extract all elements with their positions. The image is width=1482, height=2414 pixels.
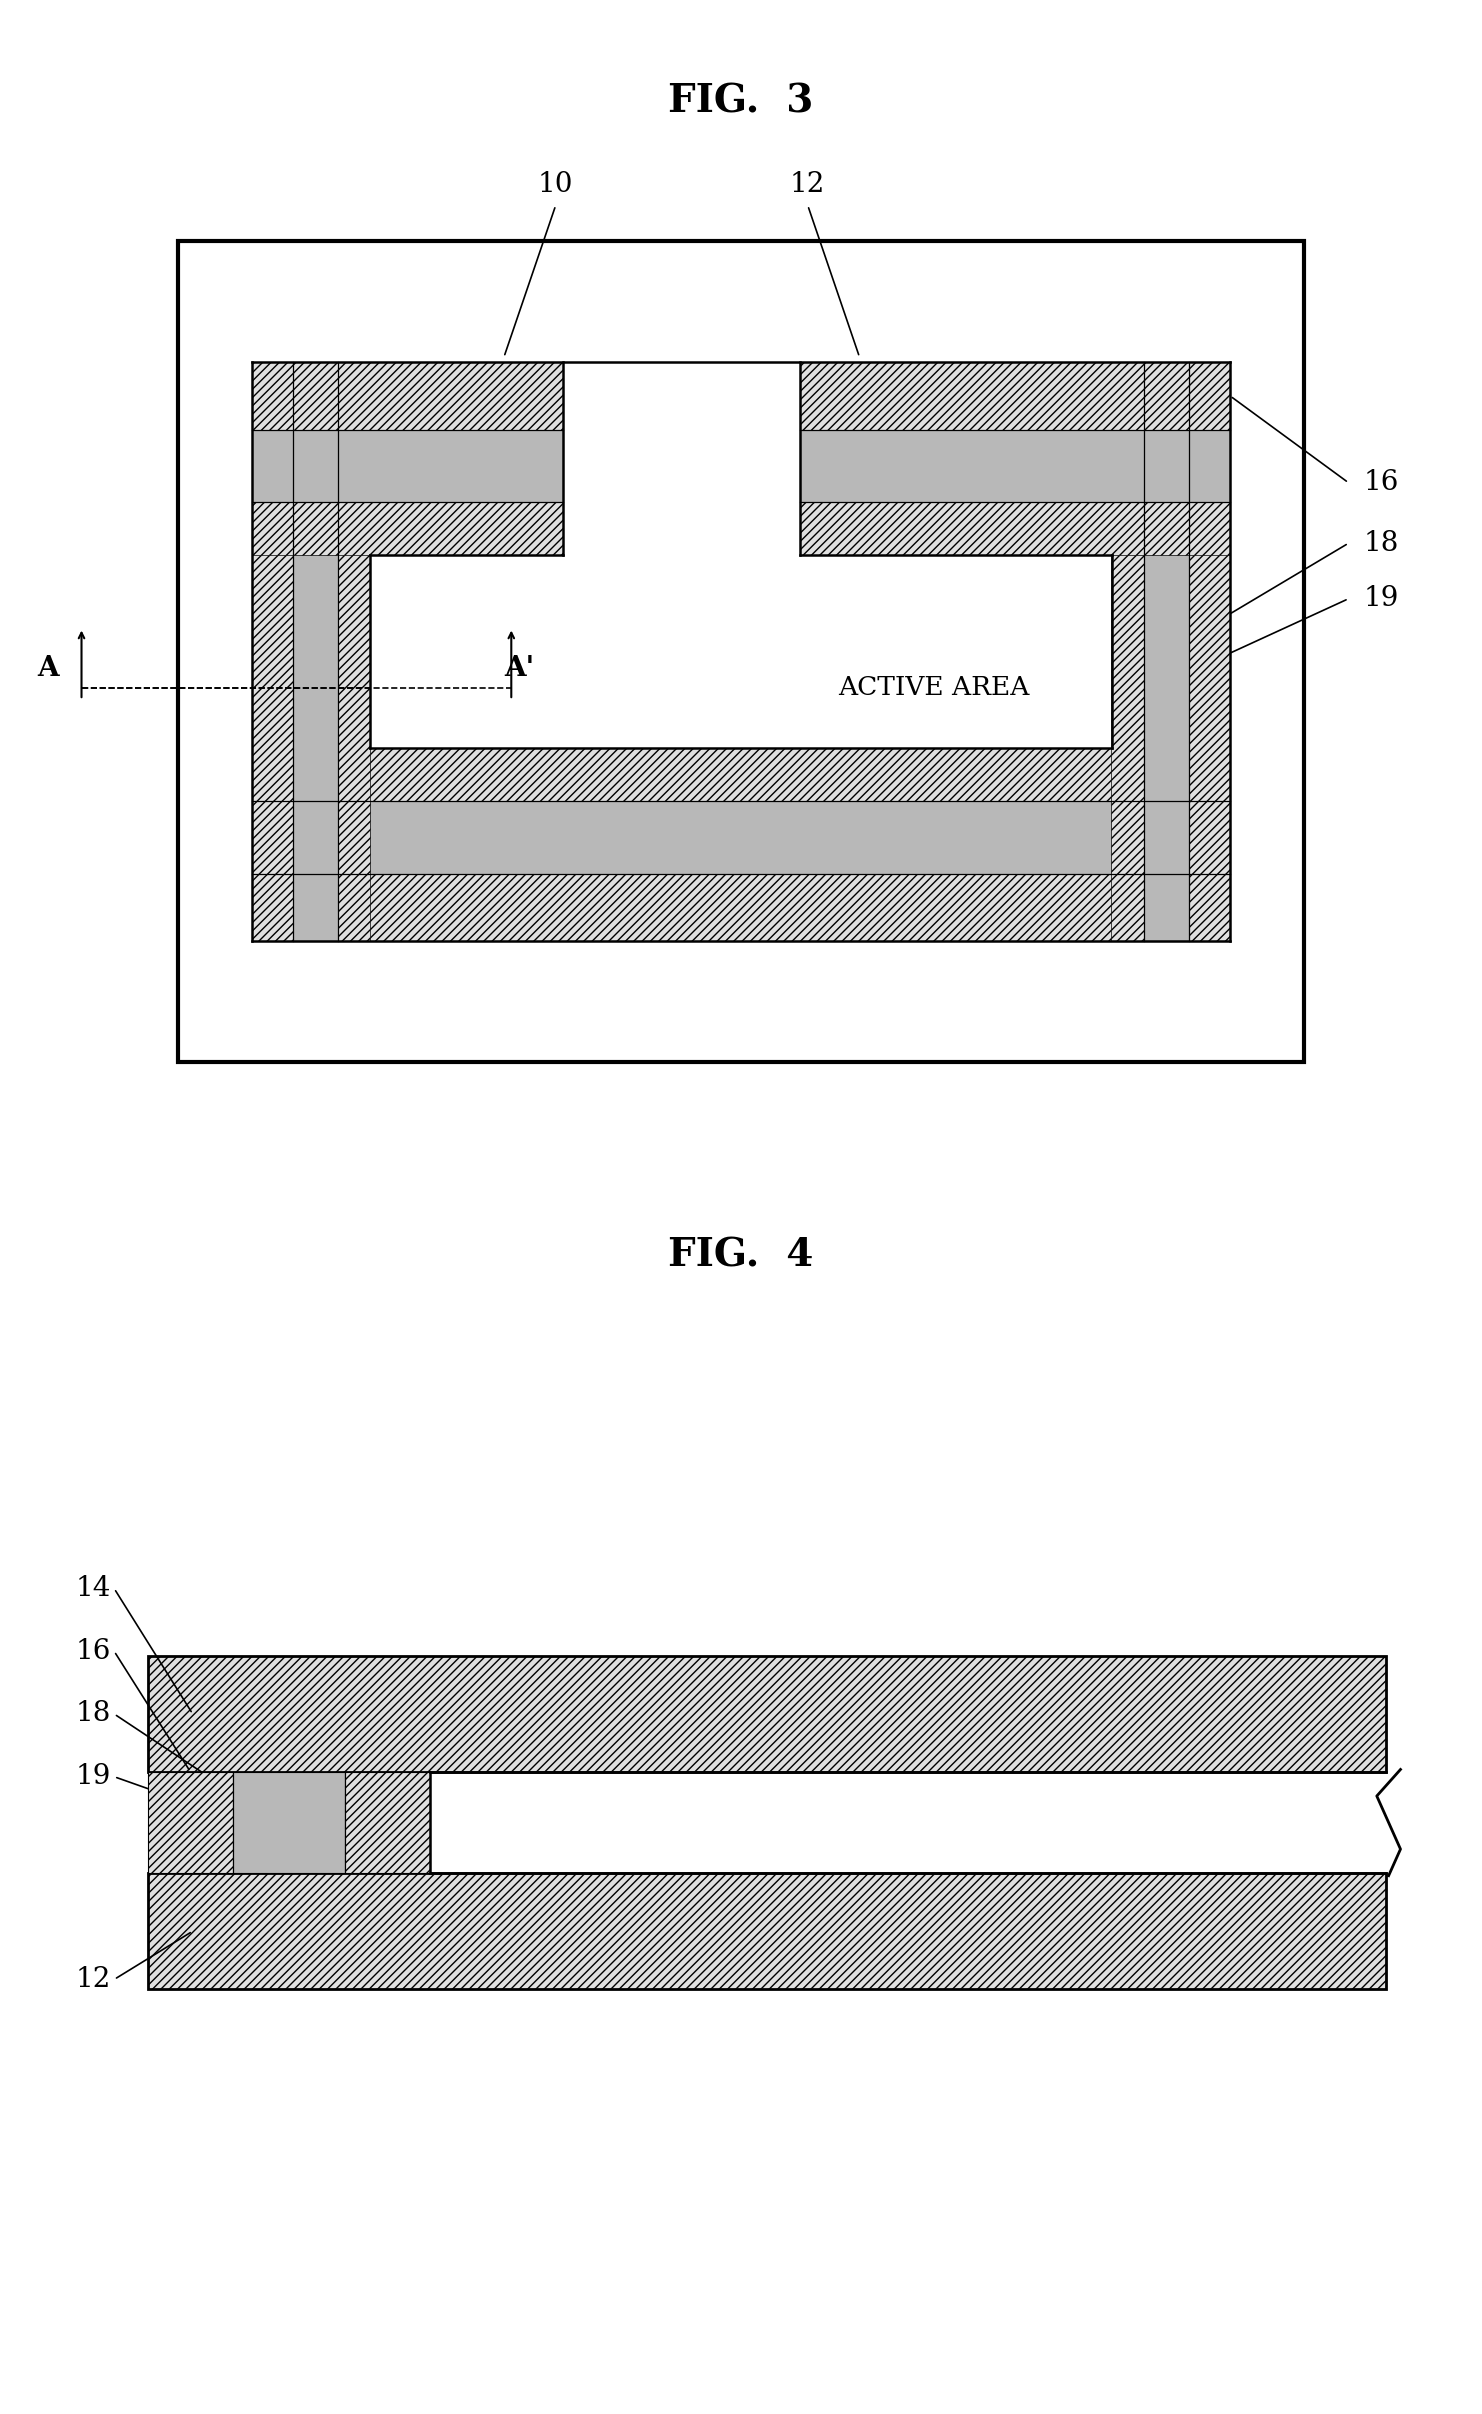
Text: 14: 14 bbox=[76, 1574, 111, 1603]
Bar bbox=[148, 1772, 1386, 1873]
Text: A: A bbox=[37, 654, 59, 683]
Text: 18: 18 bbox=[1363, 529, 1399, 558]
Text: 16: 16 bbox=[76, 1637, 111, 1666]
Bar bbox=[148, 1873, 1386, 1989]
Bar bbox=[148, 1656, 1386, 1772]
Bar bbox=[252, 748, 1230, 801]
Bar bbox=[345, 1772, 430, 1873]
Bar bbox=[252, 502, 563, 555]
Bar bbox=[252, 362, 293, 941]
Text: FIG.  4: FIG. 4 bbox=[668, 1236, 814, 1275]
Bar bbox=[1189, 362, 1230, 941]
Bar bbox=[233, 1772, 345, 1873]
Text: 12: 12 bbox=[790, 171, 825, 198]
Bar bbox=[252, 874, 1230, 941]
Text: 10: 10 bbox=[538, 171, 574, 198]
Bar bbox=[800, 502, 1230, 555]
Text: ACTIVE AREA: ACTIVE AREA bbox=[837, 676, 1030, 700]
Bar bbox=[563, 362, 800, 555]
Bar bbox=[252, 362, 563, 430]
Text: 12: 12 bbox=[76, 1965, 111, 1994]
Bar bbox=[252, 801, 1230, 874]
Bar bbox=[800, 430, 1230, 502]
Text: 19: 19 bbox=[76, 1762, 111, 1791]
Text: 18: 18 bbox=[76, 1699, 111, 1728]
Text: FIG.  3: FIG. 3 bbox=[668, 82, 814, 121]
Bar bbox=[1144, 362, 1189, 941]
Bar bbox=[293, 362, 338, 941]
Bar bbox=[370, 555, 1112, 748]
Bar bbox=[252, 430, 563, 502]
Text: A': A' bbox=[504, 654, 534, 683]
Bar bbox=[800, 362, 1230, 430]
Bar bbox=[148, 1772, 233, 1873]
Text: 19: 19 bbox=[1363, 584, 1399, 613]
Bar bbox=[1112, 362, 1144, 941]
Bar bbox=[338, 362, 370, 941]
Bar bbox=[178, 241, 1304, 1062]
Text: 16: 16 bbox=[1363, 468, 1399, 497]
